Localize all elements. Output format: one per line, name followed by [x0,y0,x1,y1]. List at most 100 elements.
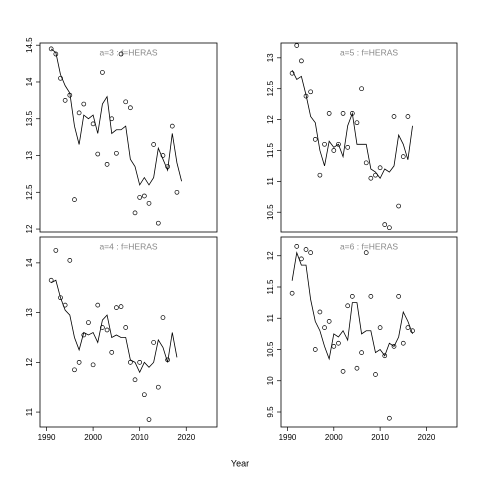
data-point [373,372,378,377]
data-point [382,222,388,227]
data-point [289,70,295,76]
data-point [396,203,401,209]
data-point [331,148,337,153]
data-point [400,340,406,346]
y-tick-label: 12 [266,115,275,124]
data-point [359,350,364,355]
data-point [155,220,161,226]
data-point [312,137,318,142]
x-axis-label: Year [231,458,249,468]
data-point [155,384,161,390]
data-point [363,250,369,255]
data-point [114,150,119,156]
data-point [100,325,105,330]
y-tick-label: 14 [25,258,34,267]
y-tick-label: 13 [25,308,34,317]
data-point [289,290,295,296]
data-point [53,51,59,57]
y-tick-label: 14.5 [25,37,34,53]
data-point [146,417,152,422]
fitted-line [50,279,178,374]
data-point [118,51,124,57]
data-point [363,160,369,166]
panel-frame [280,42,458,233]
data-point [317,309,323,315]
data-point [109,350,115,355]
data-point [354,120,360,126]
data-point [72,197,77,202]
data-point [132,377,138,383]
data-point [151,142,157,147]
data-point [382,353,388,359]
data-point [312,347,318,352]
x-tick-label: 2010 [131,433,149,442]
y-tick-label: 10.5 [266,204,275,220]
data-point [118,304,124,309]
x-tick-label: 2000 [84,433,102,442]
data-point [151,340,157,345]
data-point [72,367,77,373]
data-point [67,258,73,263]
data-point [391,344,397,349]
data-point [95,302,101,308]
data-point [322,325,327,330]
y-tick-label: 11 [25,407,34,416]
y-tick-label: 13 [266,53,275,62]
data-point [294,244,300,249]
data-point [58,295,63,301]
data-point [123,325,129,330]
y-tick-label: 11 [266,177,275,186]
data-point [58,75,63,81]
panel-title: a=6 : f=HERAS [340,241,398,251]
y-tick-label: 11.5 [266,142,275,158]
y-tick-label: 12.5 [266,80,275,96]
y-tick-label: 12 [25,224,34,233]
data-point [340,111,346,116]
data-point [326,319,332,324]
data-point [132,210,138,216]
data-point [359,86,364,92]
data-point [377,165,383,171]
data-point [160,153,166,158]
data-point [174,189,180,195]
panel-title: a=3 : f=HERAS [99,47,157,57]
data-point [377,325,383,330]
data-point [100,70,105,75]
data-point [368,175,374,181]
fitted-line [291,251,413,361]
y-tick-label: 11.5 [266,279,275,295]
y-tick-label: 11 [266,314,275,323]
data-point [387,415,392,421]
data-point [345,145,351,150]
data-point [114,305,119,310]
data-point [387,225,392,231]
data-point [104,327,110,333]
data-point [405,114,411,119]
data-point [322,141,327,147]
data-point [90,121,96,127]
data-point [396,294,401,299]
data-point [81,101,87,107]
data-point [123,99,129,105]
data-point [303,247,309,252]
data-point [146,200,152,206]
data-point [349,294,355,299]
x-tick-label: 2020 [177,433,195,442]
data-point [137,359,143,365]
y-tick-label: 12 [266,251,275,260]
data-point [391,114,397,119]
data-point [53,248,59,253]
data-point [62,98,68,103]
data-point [128,359,133,365]
y-tick-label: 13 [25,151,34,160]
data-point [141,392,147,398]
data-point [76,359,82,365]
data-point [86,320,91,325]
panel-title: a=4 : f=HERAS [99,241,157,251]
data-point [336,141,341,147]
y-tick-label: 9.5 [266,406,275,418]
fitted-line [50,48,182,186]
data-point [141,193,147,199]
data-point [90,362,96,368]
